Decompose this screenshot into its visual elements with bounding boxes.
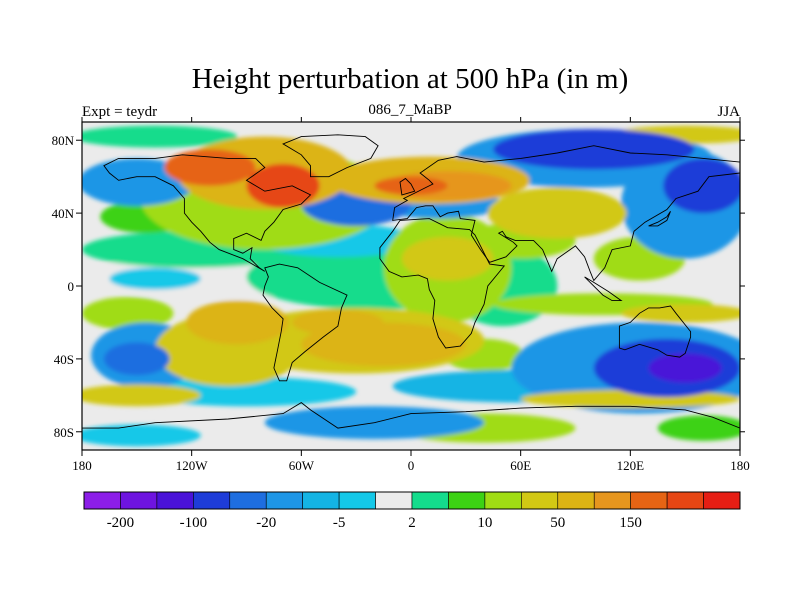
contour-blob xyxy=(292,309,384,336)
colorbar-swatch xyxy=(557,491,595,510)
colorbar-label: 10 xyxy=(477,515,492,531)
y-tick-label: 80S xyxy=(54,425,74,440)
coastline xyxy=(618,305,692,358)
x-tick-label: 180 xyxy=(730,458,750,473)
contour-blob xyxy=(164,149,256,186)
contour-blob xyxy=(103,342,170,376)
colorbar-frame xyxy=(83,491,741,510)
coastlines xyxy=(82,134,740,450)
contour-blob xyxy=(493,129,695,170)
y-tick-label: 40S xyxy=(54,352,74,367)
colorbar-swatch xyxy=(375,491,413,510)
colorbar-label: -5 xyxy=(333,515,346,531)
contour-blob xyxy=(374,176,448,195)
colorbar-label: -100 xyxy=(180,515,208,531)
contour-blob xyxy=(401,236,494,281)
colorbar-swatch xyxy=(83,491,121,510)
colorbar-swatch xyxy=(411,491,449,510)
colorbar-swatch xyxy=(338,491,376,510)
contour-blob xyxy=(82,384,201,407)
chart-title: Height perturbation at 500 hPa (in m) xyxy=(192,63,629,95)
contour-field xyxy=(82,125,740,447)
colorbar-label: 2 xyxy=(408,515,416,531)
colorbar-swatch xyxy=(448,491,486,510)
y-tick-label: 40N xyxy=(52,206,75,221)
colorbar-swatch xyxy=(302,491,340,510)
contour-blob xyxy=(109,267,201,290)
x-tick-label: 120W xyxy=(176,458,209,473)
colorbar-swatch xyxy=(193,491,231,510)
colorbar-label: -200 xyxy=(107,515,135,531)
colorbar-label: 150 xyxy=(619,515,642,531)
contour-blob xyxy=(487,187,627,239)
colorbar-swatch xyxy=(703,491,741,510)
colorbar-swatch xyxy=(156,491,194,510)
contour-blob xyxy=(621,304,740,323)
y-tick-label: 0 xyxy=(68,279,75,294)
contour-blob xyxy=(246,163,320,208)
coastline xyxy=(82,402,740,450)
colorbar-swatch xyxy=(120,491,158,510)
center-string: 086_7_MaBP xyxy=(368,102,451,118)
contour-blob xyxy=(82,424,201,447)
colorbar-swatch xyxy=(265,491,303,510)
contour-blob xyxy=(657,415,740,441)
right-string: JJA xyxy=(717,104,740,120)
x-axis: 180 120W 60W 0 60E 120E 180 xyxy=(72,117,750,473)
y-axis: 80N 40N 0 40S 80S xyxy=(52,133,745,440)
map-panel: 180 120W 60W 0 60E 120E 180 80N 40N 0 40S 80S xyxy=(52,117,750,473)
colorbar-label: 50 xyxy=(550,515,565,531)
colorbar-swatch xyxy=(630,491,668,510)
contour-blob xyxy=(663,158,740,214)
colorbar: -200 -100 -20 -5 2 10 50 150 xyxy=(83,491,741,531)
x-tick-label: 0 xyxy=(408,458,415,473)
colorbar-swatch xyxy=(666,491,704,510)
contour-blob xyxy=(648,353,722,383)
contour-blob xyxy=(82,296,174,330)
coastline xyxy=(379,218,506,349)
coastline xyxy=(103,154,312,272)
colorbar-swatch xyxy=(484,491,522,510)
colorbar-swatch xyxy=(521,491,559,510)
contour-blob xyxy=(186,300,289,345)
coastline xyxy=(648,211,671,227)
coastline xyxy=(282,134,379,178)
x-tick-label: 60E xyxy=(510,458,531,473)
colorbar-swatch xyxy=(229,491,267,510)
x-tick-label: 180 xyxy=(72,458,92,473)
coastline xyxy=(392,145,740,282)
colorbar-label: -20 xyxy=(256,515,276,531)
coastline xyxy=(584,276,623,302)
colorbar-swatch xyxy=(593,491,631,510)
coastline xyxy=(262,263,348,382)
contour-blob xyxy=(82,125,238,148)
y-tick-label: 80N xyxy=(52,133,75,148)
x-tick-label: 60W xyxy=(289,458,315,473)
x-tick-label: 120E xyxy=(617,458,645,473)
left-string: Expt = teydr xyxy=(82,104,157,120)
coastline xyxy=(399,177,416,196)
